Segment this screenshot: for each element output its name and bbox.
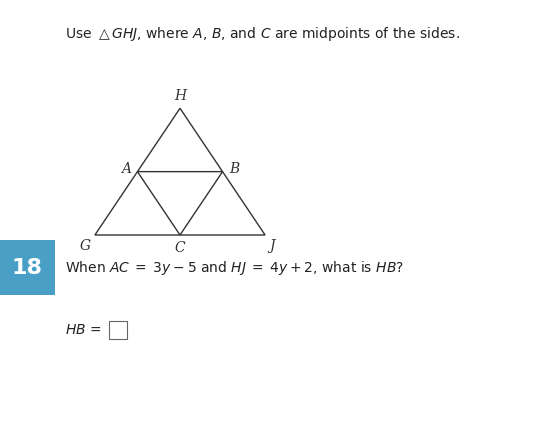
Text: C: C: [175, 241, 186, 254]
Text: B: B: [229, 162, 239, 176]
Text: $HB$ =: $HB$ =: [65, 323, 103, 337]
Text: G: G: [80, 239, 91, 253]
Text: 18: 18: [12, 257, 43, 278]
Text: H: H: [174, 89, 186, 103]
Text: Use $\triangle GHJ$, where $A$, $B$, and $C$ are midpoints of the sides.: Use $\triangle GHJ$, where $A$, $B$, and…: [65, 25, 460, 43]
FancyBboxPatch shape: [109, 321, 127, 339]
Text: When $AC\;=\;3y-5$ and $HJ\;=\;4y+2$, what is $HB$?: When $AC\;=\;3y-5$ and $HJ\;=\;4y+2$, wh…: [65, 259, 404, 277]
FancyBboxPatch shape: [0, 240, 55, 295]
Text: J: J: [269, 239, 275, 253]
Text: A: A: [121, 162, 131, 176]
